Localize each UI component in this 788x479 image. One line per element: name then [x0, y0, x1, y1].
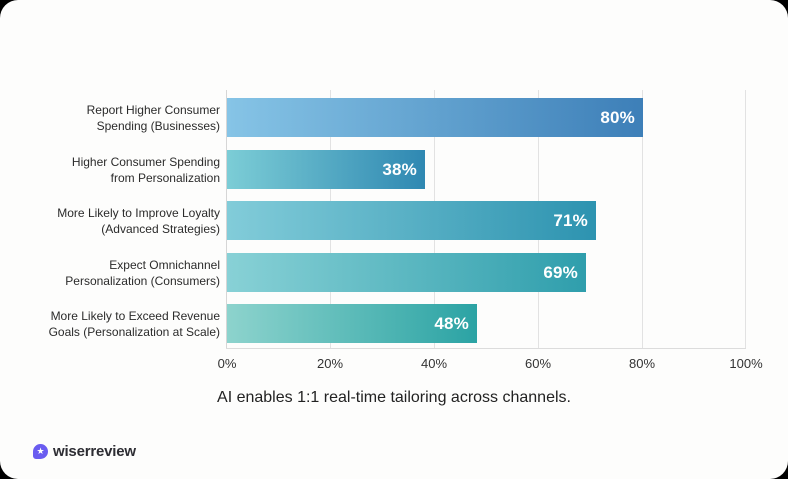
bar-omnichannel-personalization: 69%	[227, 253, 586, 292]
brand-name: wiserreview	[53, 443, 136, 460]
bar-exceed-revenue-goals: 48%	[227, 304, 477, 343]
x-axis-line	[226, 348, 746, 349]
label-line: Report Higher Consumer	[86, 103, 220, 117]
label-line: from Personalization	[110, 171, 220, 185]
x-tick-20: 20%	[316, 356, 344, 371]
y-category-label: Report Higher Consumer Spending (Busines…	[0, 102, 220, 134]
chart-caption: AI enables 1:1 real-time tailoring acros…	[217, 389, 571, 406]
bar-report-higher-consumer-spending: 80%	[227, 98, 643, 137]
gridline-80	[642, 90, 643, 349]
brand-logo: ★ wiserreview	[33, 443, 136, 460]
label-line: More Likely to Improve Loyalty	[57, 206, 220, 220]
x-tick-80: 80%	[628, 356, 656, 371]
bar-improve-loyalty: 71%	[227, 201, 596, 240]
y-category-label: More Likely to Exceed Revenue Goals (Per…	[0, 308, 220, 340]
bar-value-label: 69%	[543, 262, 578, 282]
gridline-100	[745, 90, 746, 349]
bar-value-label: 48%	[434, 313, 469, 333]
x-tick-60: 60%	[524, 356, 552, 371]
x-tick-40: 40%	[420, 356, 448, 371]
y-category-label: Higher Consumer Spending from Personaliz…	[0, 154, 220, 186]
y-category-label: More Likely to Improve Loyalty (Advanced…	[0, 205, 220, 237]
x-tick-100: 100%	[729, 356, 763, 371]
plot-area: 80% 38% 71% 69% 48%	[226, 90, 746, 349]
star-badge-icon: ★	[33, 444, 48, 459]
label-line: More Likely to Exceed Revenue	[50, 309, 220, 323]
label-line: Higher Consumer Spending	[71, 155, 220, 169]
bar-value-label: 38%	[382, 159, 417, 179]
label-line: Expect Omnichannel	[109, 258, 220, 272]
label-line: Personalization (Consumers)	[65, 274, 220, 288]
label-line: Goals (Personalization at Scale)	[48, 325, 220, 339]
label-line: Spending (Businesses)	[96, 119, 220, 133]
x-tick-0: 0%	[217, 356, 237, 371]
label-line: (Advanced Strategies)	[101, 222, 220, 236]
y-category-label: Expect Omnichannel Personalization (Cons…	[0, 257, 220, 289]
y-axis-line	[226, 90, 227, 349]
bar-value-label: 71%	[553, 210, 588, 230]
bar-higher-consumer-spending-personalization: 38%	[227, 150, 425, 189]
bar-value-label: 80%	[600, 107, 635, 127]
